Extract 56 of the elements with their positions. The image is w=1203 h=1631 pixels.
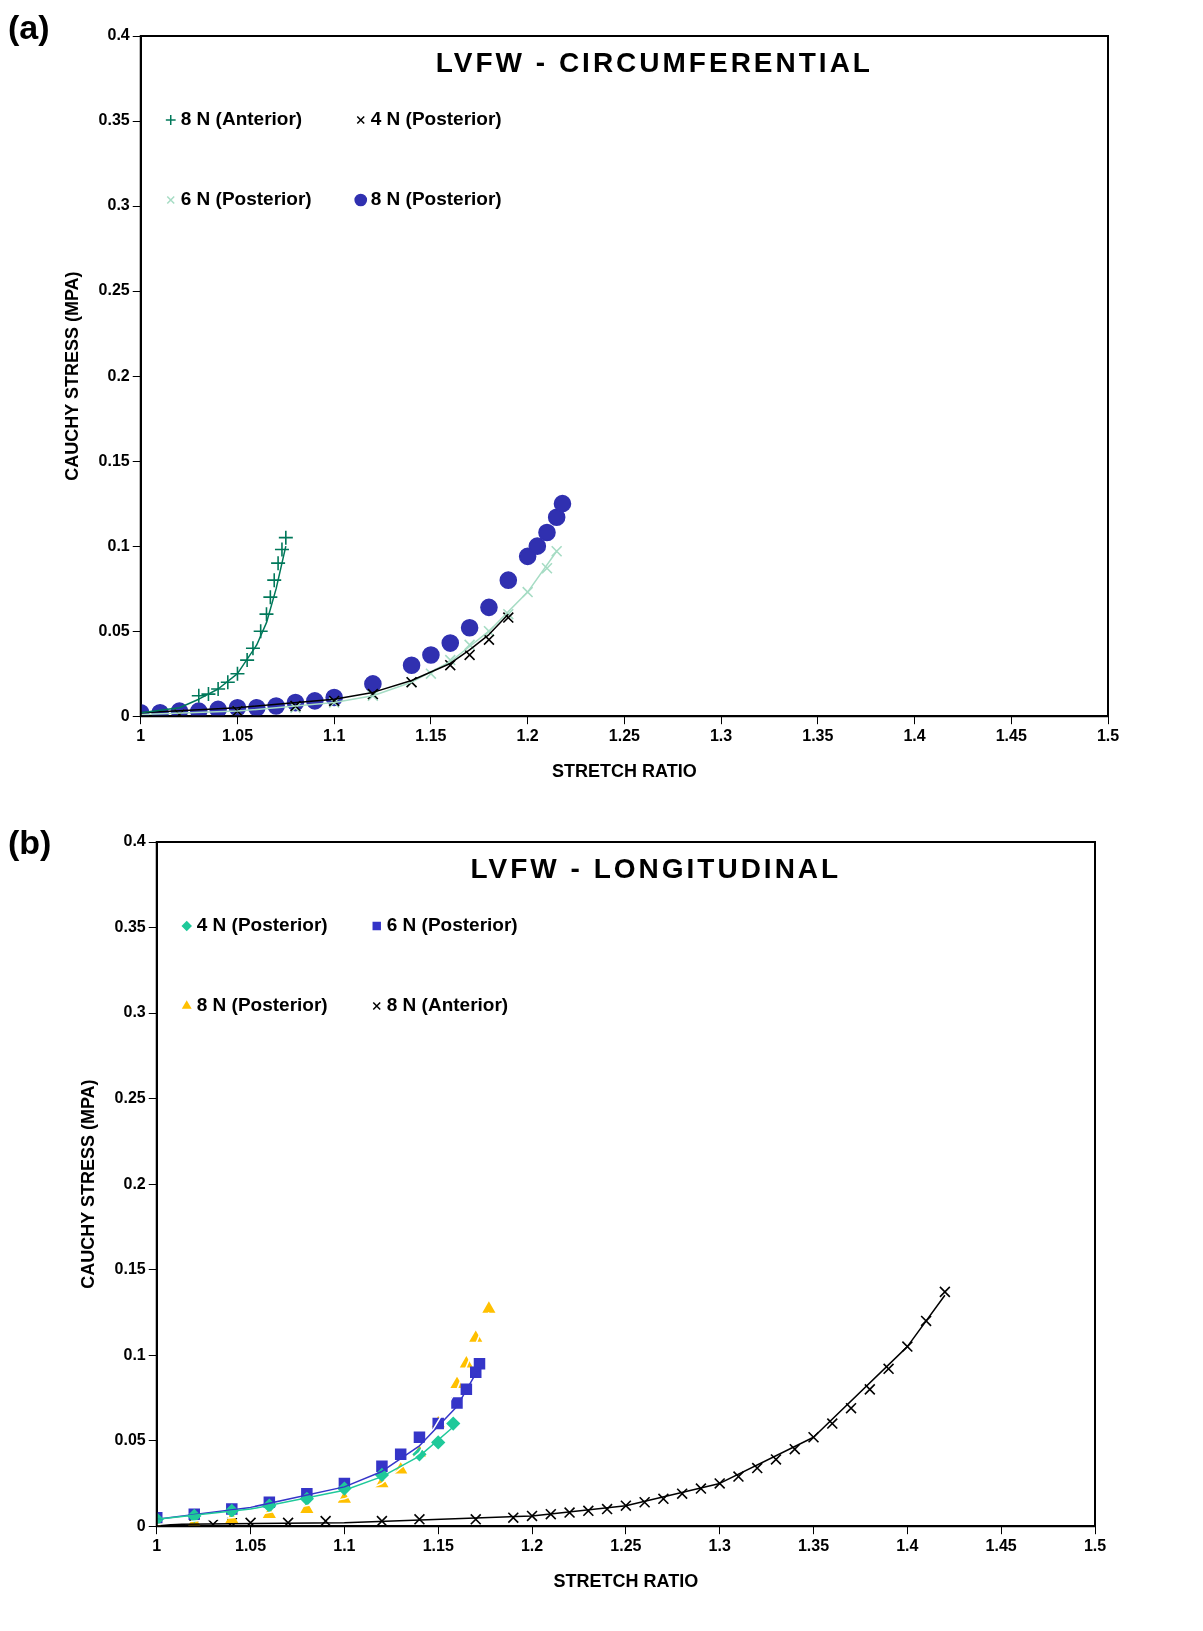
x-tick-label: 1.25 (610, 1537, 642, 1555)
x-tick-label: 1.1 (323, 727, 346, 745)
x-tick-label: 1 (136, 727, 146, 745)
y-tick-label: 0.3 (123, 1003, 146, 1021)
x-tick-label: 1.4 (896, 1537, 919, 1555)
x-tick-label: 1.15 (415, 727, 447, 745)
x-tick-label: 1.3 (708, 1537, 731, 1555)
y-tick-label: 0.2 (107, 366, 130, 384)
y-tick-label: 0.3 (107, 196, 130, 214)
x-tick-label: 1.25 (608, 727, 641, 745)
legend-label: 8 N (Posterior) (196, 994, 328, 1016)
chart-title: LVFW - CIRCUMFERENTIAL (435, 46, 873, 78)
x-tick-label: 1.4 (903, 727, 926, 745)
y-tick-label: 0 (120, 706, 130, 724)
y-tick-label: 0.4 (123, 832, 146, 850)
x-tick-label: 1.5 (1083, 1537, 1107, 1555)
x-tick-label: 1.35 (797, 1537, 830, 1555)
x-tick-label: 1.35 (802, 727, 834, 745)
y-tick-label: 0.2 (123, 1174, 146, 1192)
y-axis-title: CAUCHY STRESS (MPA) (61, 271, 82, 481)
y-tick-label: 0 (136, 1516, 146, 1534)
y-tick-label: 0.4 (107, 26, 130, 44)
x-tick-label: 1.05 (221, 727, 254, 745)
legend-label: 8 N (Anterior) (180, 108, 303, 130)
y-tick-label: 0.35 (98, 111, 130, 129)
y-tick-label: 0.15 (98, 451, 130, 469)
y-tick-label: 0.05 (114, 1431, 146, 1449)
x-tick-label: 1.45 (985, 1537, 1017, 1555)
x-tick-label: 1.1 (333, 1537, 356, 1555)
y-tick-label: 0.25 (114, 1088, 146, 1106)
y-tick-label: 0.15 (114, 1260, 146, 1278)
legend-label: 6 N (Posterior) (386, 914, 518, 936)
x-axis-title: STRETCH RATIO (552, 761, 697, 782)
y-tick-label: 0.35 (114, 917, 146, 935)
y-tick-label: 0.1 (107, 536, 130, 554)
y-tick-label: 0.05 (98, 621, 130, 639)
text: (a) (8, 8, 50, 47)
legend-label: 4 N (Posterior) (196, 914, 328, 936)
text: (b) (8, 823, 52, 862)
y-tick-label: 0.1 (123, 1345, 146, 1363)
x-axis-title: STRETCH RATIO (553, 1571, 699, 1592)
x-tick-label: 1.5 (1096, 727, 1120, 745)
x-tick-label: 1.3 (709, 727, 733, 745)
y-tick-label: 0.25 (98, 281, 130, 299)
x-tick-label: 1.2 (520, 1537, 544, 1555)
legend-label: 8 N (Posterior) (370, 188, 502, 210)
x-tick-label: 1.2 (516, 727, 539, 745)
chart-title: LVFW - LONGITUDINAL (470, 852, 842, 884)
legend-label: 6 N (Posterior) (180, 188, 312, 210)
legend-label: 4 N (Posterior) (370, 108, 502, 130)
x-tick-label: 1.45 (995, 727, 1027, 745)
y-axis-title: CAUCHY STRESS (MPA) (77, 1079, 98, 1289)
x-tick-label: 1 (152, 1537, 162, 1555)
x-tick-label: 1.05 (235, 1537, 267, 1555)
legend-label: 8 N (Anterior) (386, 994, 509, 1016)
x-tick-label: 1.15 (422, 1537, 454, 1555)
